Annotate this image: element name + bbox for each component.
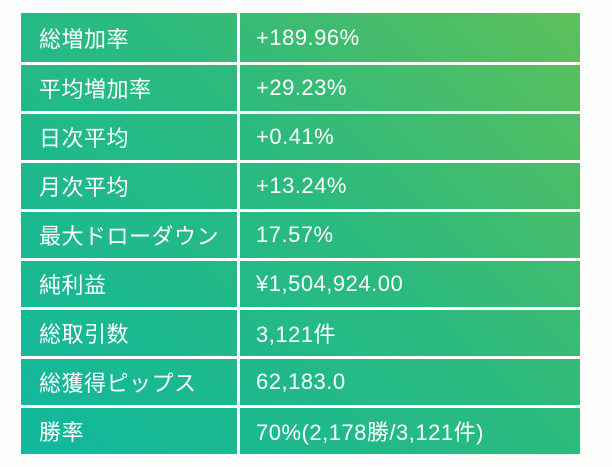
row-label-max-drawdown: 最大ドローダウン [39,224,220,249]
row-label-monthly-average: 月次平均 [39,175,130,200]
row-value-total-trades: 3,121件 [237,310,580,356]
table-row: 平均増加率 +29.23% [21,62,580,111]
row-value-total-gain: +189.96% [237,13,580,62]
row-value-net-profit: ¥1,504,924.00 [237,261,580,307]
table-row: 総増加率 +189.96% [21,13,580,62]
row-value-win-rate: 70%(2,178勝/3,121件) [237,408,580,454]
row-label-total-trades: 総取引数 [39,322,130,347]
table-row: 最大ドローダウン 17.57% [21,209,580,258]
performance-stats-table: 総増加率 +189.96% 平均増加率 +29.23% 日次平均 +0.41% … [21,13,580,454]
table-row: 総獲得ピップス 62,183.0 [21,356,580,405]
row-label-net-profit: 純利益 [39,273,107,298]
row-value-total-pips: 62,183.0 [237,359,580,405]
table-row: 純利益 ¥1,504,924.00 [21,258,580,307]
row-value-daily-average: +0.41% [237,114,580,160]
row-value-average-gain: +29.23% [237,65,580,111]
row-label-daily-average: 日次平均 [39,126,130,151]
table-row: 勝率 70%(2,178勝/3,121件) [21,405,580,454]
row-value-max-drawdown: 17.57% [237,212,580,258]
table-row: 総取引数 3,121件 [21,307,580,356]
row-label-total-gain: 総増加率 [39,26,130,52]
table-row: 月次平均 +13.24% [21,160,580,209]
table-row: 日次平均 +0.41% [21,111,580,160]
row-value-monthly-average: +13.24% [237,163,580,209]
row-label-average-gain: 平均増加率 [39,77,152,102]
row-label-total-pips: 総獲得ピップス [39,371,197,396]
row-label-win-rate: 勝率 [39,420,85,445]
